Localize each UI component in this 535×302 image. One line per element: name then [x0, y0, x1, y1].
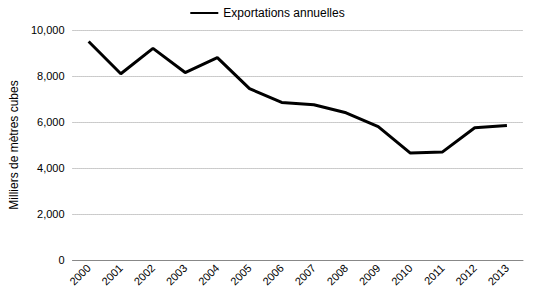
svg-text:8,000: 8,000	[37, 70, 65, 82]
svg-text:2,000: 2,000	[37, 208, 65, 220]
svg-text:2002: 2002	[131, 262, 157, 288]
svg-text:0: 0	[58, 254, 64, 266]
svg-text:2012: 2012	[453, 262, 479, 288]
svg-text:2004: 2004	[196, 262, 222, 288]
svg-text:2010: 2010	[389, 262, 415, 288]
svg-text:2007: 2007	[292, 262, 318, 288]
svg-text:10,000: 10,000	[31, 24, 65, 36]
svg-text:4,000: 4,000	[37, 162, 65, 174]
svg-text:2003: 2003	[164, 262, 190, 288]
svg-text:2001: 2001	[99, 262, 125, 288]
svg-text:2013: 2013	[485, 262, 511, 288]
svg-text:Milliers de mètres cubes: Milliers de mètres cubes	[7, 80, 21, 209]
svg-text:2008: 2008	[325, 262, 351, 288]
svg-text:2009: 2009	[357, 262, 383, 288]
svg-text:2011: 2011	[422, 262, 447, 287]
svg-text:2000: 2000	[67, 262, 93, 288]
svg-text:2006: 2006	[260, 262, 286, 288]
svg-text:6,000: 6,000	[37, 116, 65, 128]
svg-text:Exportations annuelles: Exportations annuelles	[223, 6, 344, 20]
svg-text:2005: 2005	[228, 262, 254, 288]
